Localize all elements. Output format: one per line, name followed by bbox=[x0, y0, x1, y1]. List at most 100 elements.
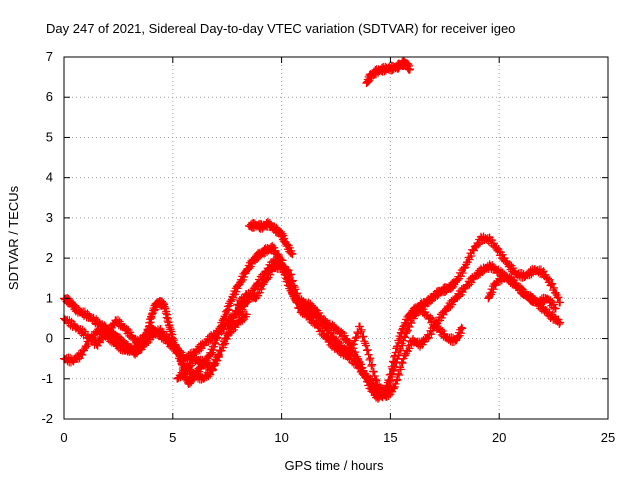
data-point bbox=[206, 350, 215, 359]
data-point bbox=[405, 322, 414, 331]
data-point bbox=[238, 316, 247, 325]
y-tick-label: 2 bbox=[46, 250, 53, 265]
data-point bbox=[369, 367, 378, 376]
y-tick-label: -1 bbox=[41, 371, 53, 386]
data-point bbox=[465, 280, 474, 289]
data-point bbox=[211, 339, 220, 348]
data-point bbox=[204, 337, 213, 346]
data-point bbox=[554, 293, 563, 302]
data-point bbox=[179, 359, 188, 368]
data-point bbox=[101, 322, 110, 331]
data-point bbox=[288, 250, 297, 259]
data-point bbox=[237, 277, 246, 286]
data-point bbox=[248, 259, 257, 268]
series-track-g bbox=[484, 270, 560, 313]
data-point bbox=[474, 271, 483, 280]
data-point bbox=[451, 278, 460, 287]
data-point bbox=[391, 358, 400, 367]
data-point bbox=[392, 376, 401, 385]
data-point bbox=[363, 345, 372, 354]
data-point bbox=[284, 266, 293, 275]
data-point bbox=[361, 339, 370, 348]
data-point bbox=[366, 354, 375, 363]
data-point bbox=[384, 391, 393, 400]
data-point bbox=[316, 312, 325, 321]
data-point bbox=[359, 332, 368, 341]
data-point bbox=[405, 65, 414, 74]
data-point bbox=[474, 240, 483, 249]
data-point bbox=[212, 357, 221, 366]
data-point bbox=[550, 283, 559, 292]
data-point bbox=[395, 363, 404, 372]
y-tick-label: 0 bbox=[46, 331, 53, 346]
data-point bbox=[458, 268, 467, 277]
data-point bbox=[246, 289, 255, 298]
data-point bbox=[398, 359, 407, 368]
data-point bbox=[402, 327, 411, 336]
data-point bbox=[116, 333, 125, 342]
data-point bbox=[355, 322, 364, 331]
data-point bbox=[478, 267, 487, 276]
data-point bbox=[444, 304, 453, 313]
data-point bbox=[378, 386, 387, 395]
data-point bbox=[429, 326, 438, 335]
data-point bbox=[407, 319, 416, 328]
data-point bbox=[291, 285, 300, 294]
data-point bbox=[394, 369, 403, 378]
data-point bbox=[388, 372, 397, 381]
data-point bbox=[489, 285, 498, 294]
series-track-f bbox=[362, 57, 414, 88]
data-point bbox=[71, 301, 80, 310]
data-point bbox=[187, 361, 196, 370]
data-point bbox=[96, 325, 105, 334]
data-point bbox=[348, 346, 357, 355]
data-point bbox=[223, 306, 232, 315]
data-point bbox=[451, 294, 460, 303]
x-tick-label: 10 bbox=[274, 430, 288, 445]
data-point bbox=[352, 352, 361, 361]
data-point bbox=[228, 313, 237, 322]
data-point bbox=[230, 310, 239, 319]
data-point bbox=[548, 310, 557, 319]
data-point bbox=[489, 239, 498, 248]
data-point bbox=[175, 351, 184, 360]
data-point bbox=[327, 328, 336, 337]
data-point bbox=[159, 299, 168, 308]
data-point bbox=[257, 284, 266, 293]
data-point bbox=[396, 365, 405, 374]
series-track-e bbox=[244, 217, 297, 259]
data-point bbox=[390, 362, 399, 371]
y-tick-label: -2 bbox=[41, 411, 53, 426]
data-point bbox=[372, 376, 381, 385]
data-point bbox=[393, 375, 402, 384]
data-point bbox=[234, 301, 243, 310]
data-point bbox=[527, 270, 536, 279]
data-point bbox=[318, 326, 327, 335]
data-point bbox=[458, 288, 467, 297]
data-point bbox=[401, 351, 410, 360]
y-tick-label: 6 bbox=[46, 89, 53, 104]
data-point bbox=[389, 384, 398, 393]
data-point bbox=[232, 306, 241, 315]
data-point bbox=[367, 362, 376, 371]
data-point bbox=[286, 248, 295, 257]
data-point bbox=[440, 329, 449, 338]
data-point bbox=[514, 282, 523, 291]
data-point bbox=[364, 350, 373, 359]
x-tick-label: 25 bbox=[601, 430, 615, 445]
data-point bbox=[318, 316, 327, 325]
data-point bbox=[185, 362, 194, 371]
data-point bbox=[328, 320, 337, 329]
data-point bbox=[214, 351, 223, 360]
data-layer bbox=[60, 57, 565, 403]
data-point bbox=[496, 277, 505, 286]
data-point bbox=[436, 325, 445, 334]
data-point bbox=[538, 298, 547, 307]
data-point bbox=[78, 351, 87, 360]
data-point bbox=[349, 340, 358, 349]
data-point bbox=[288, 276, 297, 285]
data-point bbox=[453, 276, 462, 285]
data-point bbox=[214, 351, 223, 360]
